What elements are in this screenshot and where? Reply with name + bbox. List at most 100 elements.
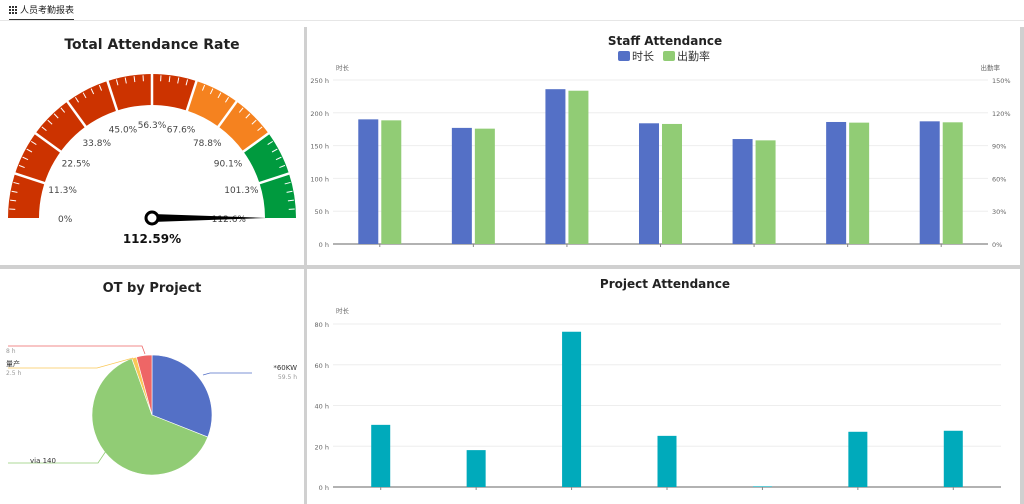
pie-label-line <box>8 357 134 369</box>
bar-value <box>371 424 391 487</box>
gauge-minor-tick <box>267 140 274 146</box>
gauge-minor-tick <box>287 199 294 202</box>
gauge-minor-tick <box>124 77 127 84</box>
y-axis-title: 时长 <box>336 306 350 315</box>
bar-value <box>752 486 772 487</box>
pie-label-line <box>8 345 146 355</box>
gauge-tick-label: 11.3% <box>48 186 77 196</box>
bar-value <box>562 331 582 487</box>
pie-value-label: 59.5 h <box>278 374 297 381</box>
bar-时长 <box>358 119 379 244</box>
gauge-split-line <box>13 172 46 185</box>
bar-出勤率 <box>942 122 963 244</box>
y-tick-label: 80 h <box>315 321 329 329</box>
gauge-minor-tick <box>245 113 251 119</box>
gauge-minor-tick <box>10 199 17 202</box>
gauge-tick-label: 56.3% <box>138 121 167 131</box>
bar-时长 <box>826 121 847 244</box>
gauge-minor-tick <box>286 190 293 193</box>
gauge-minor-tick <box>251 119 257 125</box>
gauge-pointer-anchor <box>144 210 160 226</box>
gauge-minor-tick <box>98 84 103 91</box>
bar-出勤率 <box>662 123 682 244</box>
gauge-minor-tick <box>90 88 95 95</box>
gauge-minor-tick <box>177 77 180 84</box>
y-tick-label: 60 h <box>315 362 329 370</box>
gauge-tick-label: 45.0% <box>109 126 138 136</box>
gauge-tick-label: 101.3% <box>224 186 259 196</box>
gauge-split-line <box>241 131 271 154</box>
gauge-minor-tick <box>238 107 244 113</box>
bar-value <box>466 450 486 487</box>
pie-slice <box>91 358 209 476</box>
bar-出勤率 <box>568 90 589 245</box>
gauge-minor-tick <box>275 156 282 161</box>
gauge-tick-label: 78.8% <box>193 139 222 149</box>
gauge-tick-label: 112.6% <box>212 215 247 225</box>
gauge-minor-tick <box>224 96 230 103</box>
project-chart-title: Project Attendance <box>600 277 730 291</box>
top-bar: 人员考勤报表 <box>0 0 1024 21</box>
gauge-minor-tick <box>47 119 53 125</box>
bar-时长 <box>545 89 566 245</box>
bar-出勤率 <box>755 140 776 244</box>
y-tick-label: 50 h <box>315 208 329 216</box>
gauge-minor-tick <box>133 76 136 83</box>
gauge-minor-tick <box>22 156 29 161</box>
y-tick-label: 200 h <box>310 110 329 118</box>
pie-label: via 140 <box>30 457 56 465</box>
bar-出勤率 <box>849 122 870 244</box>
gauge-minor-tick <box>82 92 87 99</box>
tab-label: 人员考勤报表 <box>20 6 75 16</box>
gauge-minor-tick <box>209 88 214 95</box>
legend-swatch <box>663 51 675 61</box>
gauge-minor-tick <box>11 190 18 193</box>
y-right-tick-label: 120% <box>992 110 1011 118</box>
pie-title: OT by Project <box>103 281 202 296</box>
y-axis-left-title: 时长 <box>336 63 350 72</box>
pie-slice <box>136 354 153 416</box>
bar-value <box>657 435 677 487</box>
gauge-minor-tick <box>201 84 206 91</box>
y-right-tick-label: 30% <box>992 208 1006 216</box>
bar-时长 <box>639 123 659 244</box>
gauge-minor-tick <box>257 126 263 132</box>
gauge-minor-tick <box>13 181 20 185</box>
gauge-minor-tick <box>284 181 291 185</box>
legend-swatch <box>618 51 630 61</box>
gauge-minor-tick <box>279 164 286 169</box>
gauge-minor-tick <box>30 140 37 146</box>
gauge-band-2 <box>243 133 296 218</box>
y-right-tick-label: 0% <box>992 241 1002 249</box>
y-right-tick-label: 90% <box>992 143 1006 151</box>
gauge-band-0 <box>8 74 197 218</box>
y-right-tick-label: 150% <box>992 77 1011 85</box>
y-right-tick-label: 60% <box>992 175 1006 183</box>
gauge-value: 112.59% <box>123 232 181 246</box>
y-tick-label: 0 h <box>319 241 329 249</box>
pie-slice <box>151 354 213 438</box>
legend-label: 出勤率 <box>677 49 710 63</box>
horizontal-divider <box>0 265 1024 269</box>
gauge-minor-tick <box>217 92 222 99</box>
bar-value <box>848 431 868 487</box>
pie-value-label: 2.5 h <box>6 370 21 377</box>
gauge-minor-tick <box>53 113 59 119</box>
y-axis-right-title: 出勤率 <box>981 63 1001 72</box>
gauge-title: Total Attendance Rate <box>64 37 239 53</box>
y-tick-label: 250 h <box>310 77 329 85</box>
gauge-split-line <box>33 131 63 154</box>
gauge-minor-tick <box>74 96 80 103</box>
gauge-minor-tick <box>168 76 171 83</box>
y-tick-label: 40 h <box>315 403 329 411</box>
gauge-pointer <box>151 214 267 222</box>
gauge-band-1 <box>187 81 269 152</box>
right-scrollbar[interactable] <box>1020 27 1024 504</box>
gauge-tick-label: 90.1% <box>214 160 243 170</box>
gauge-split-line <box>216 99 239 129</box>
gauge-tick-label: 0% <box>58 215 73 225</box>
tab-attendance-report[interactable]: 人员考勤报表 <box>9 3 75 20</box>
gauge-split-line <box>65 99 88 129</box>
bar-时长 <box>451 127 472 244</box>
